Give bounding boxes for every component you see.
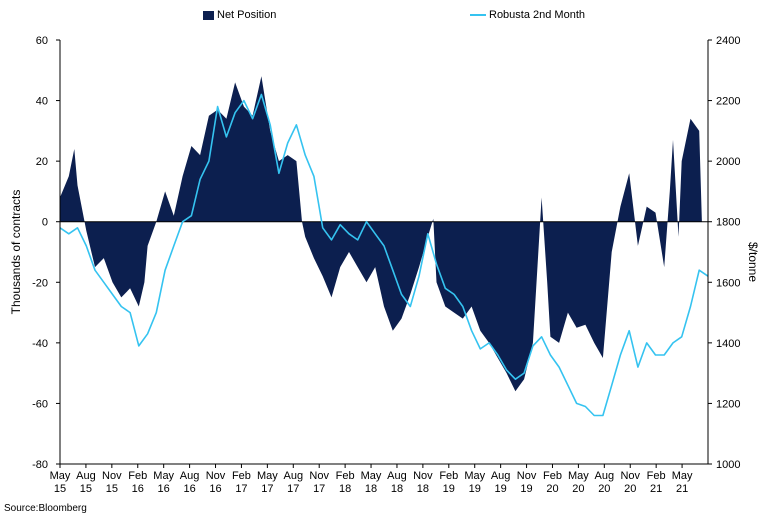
- legend-swatch-robusta: [470, 14, 486, 16]
- x-tick-label-year: 19: [520, 483, 532, 495]
- legend-swatch-net-position: [203, 10, 214, 20]
- x-tick-label-month: Nov: [517, 470, 537, 482]
- x-tick-label-year: 18: [339, 483, 351, 495]
- x-tick-label-month: Nov: [206, 470, 226, 482]
- x-tick-label-year: 19: [469, 483, 481, 495]
- x-tick-label-year: 16: [183, 483, 195, 495]
- y-left-tick-label: -80: [32, 459, 48, 471]
- x-tick-label-year: 20: [546, 483, 558, 495]
- x-tick-label-month: Aug: [180, 470, 200, 482]
- y-right-tick-label: 1800: [716, 217, 740, 229]
- legend-item-net-position: Net Position: [203, 9, 276, 21]
- x-tick-label-month: Feb: [232, 470, 251, 482]
- legend: Net Position Robusta 2nd Month: [0, 9, 770, 25]
- x-tick-label-year: 17: [313, 483, 325, 495]
- x-tick-label-month: Aug: [283, 470, 303, 482]
- x-tick-label-year: 15: [106, 483, 118, 495]
- x-tick-label-month: Feb: [336, 470, 355, 482]
- x-tick-label-month: Aug: [491, 470, 511, 482]
- x-tick-label-year: 17: [235, 483, 247, 495]
- y-right-tick-label: 1400: [716, 338, 740, 350]
- y-left-tick-label: 60: [36, 35, 48, 47]
- x-tick-label-year: 18: [365, 483, 377, 495]
- y-right-tick-label: 2400: [716, 35, 740, 47]
- x-tick-label-month: Nov: [309, 470, 329, 482]
- x-tick-label-year: 18: [391, 483, 403, 495]
- x-tick-label-year: 21: [650, 483, 662, 495]
- x-tick-label-month: Feb: [647, 470, 666, 482]
- x-tick-label-year: 20: [598, 483, 610, 495]
- x-tick-label-year: 20: [624, 483, 636, 495]
- x-tick-label-month: May: [464, 470, 485, 482]
- x-tick-label-month: May: [153, 470, 174, 482]
- x-tick-label-year: 18: [417, 483, 429, 495]
- y-right-tick-label: 2200: [716, 96, 740, 108]
- y-left-tick-label: 0: [42, 217, 48, 229]
- y-right-tick-label: 1000: [716, 459, 740, 471]
- x-tick-label-year: 19: [495, 483, 507, 495]
- x-tick-label-month: Aug: [76, 470, 96, 482]
- x-tick-label-year: 16: [158, 483, 170, 495]
- x-tick-label-month: May: [50, 470, 71, 482]
- y-right-tick-label: 1600: [716, 277, 740, 289]
- y-right-tick-label: 1200: [716, 398, 740, 410]
- y-left-tick-label: -20: [32, 277, 48, 289]
- y-left-tick-label: -40: [32, 338, 48, 350]
- x-tick-label-month: May: [672, 470, 693, 482]
- x-tick-label-month: Nov: [102, 470, 122, 482]
- net-position-area: [60, 76, 702, 392]
- x-tick-label-year: 17: [287, 483, 299, 495]
- x-tick-label-month: Nov: [413, 470, 433, 482]
- robusta-line: [59, 93, 709, 417]
- legend-label-robusta: Robusta 2nd Month: [489, 9, 586, 21]
- x-tick-label-year: 17: [261, 483, 273, 495]
- x-tick-label-month: May: [361, 470, 382, 482]
- x-tick-label-year: 21: [676, 483, 688, 495]
- x-tick-label-year: 15: [80, 483, 92, 495]
- x-tick-label-month: Aug: [387, 470, 407, 482]
- y-axis-left-label: Thousands of contracts: [9, 190, 23, 315]
- x-tick-label-month: May: [568, 470, 589, 482]
- legend-label-net-position: Net Position: [217, 9, 277, 21]
- y-left-tick-label: -60: [32, 398, 48, 410]
- x-tick-label-month: Aug: [595, 470, 615, 482]
- x-tick-label-month: May: [257, 470, 278, 482]
- source-note: Source:Bloomberg: [4, 503, 87, 514]
- x-tick-label-year: 15: [54, 483, 66, 495]
- x-tick-label-month: Nov: [620, 470, 640, 482]
- legend-item-robusta: Robusta 2nd Month: [470, 9, 585, 21]
- y-left-tick-label: 40: [36, 96, 48, 108]
- x-tick-label-month: Feb: [543, 470, 562, 482]
- x-tick-label-year: 16: [209, 483, 221, 495]
- x-tick-label-month: Feb: [439, 470, 458, 482]
- x-tick-label-year: 16: [132, 483, 144, 495]
- x-tick-label-year: 20: [572, 483, 584, 495]
- y-left-tick-label: 20: [36, 156, 48, 168]
- y-axis-right-label: $/tonne: [746, 242, 760, 282]
- x-tick-label-year: 19: [443, 483, 455, 495]
- x-tick-label-month: Feb: [128, 470, 147, 482]
- y-right-tick-label: 2000: [716, 156, 740, 168]
